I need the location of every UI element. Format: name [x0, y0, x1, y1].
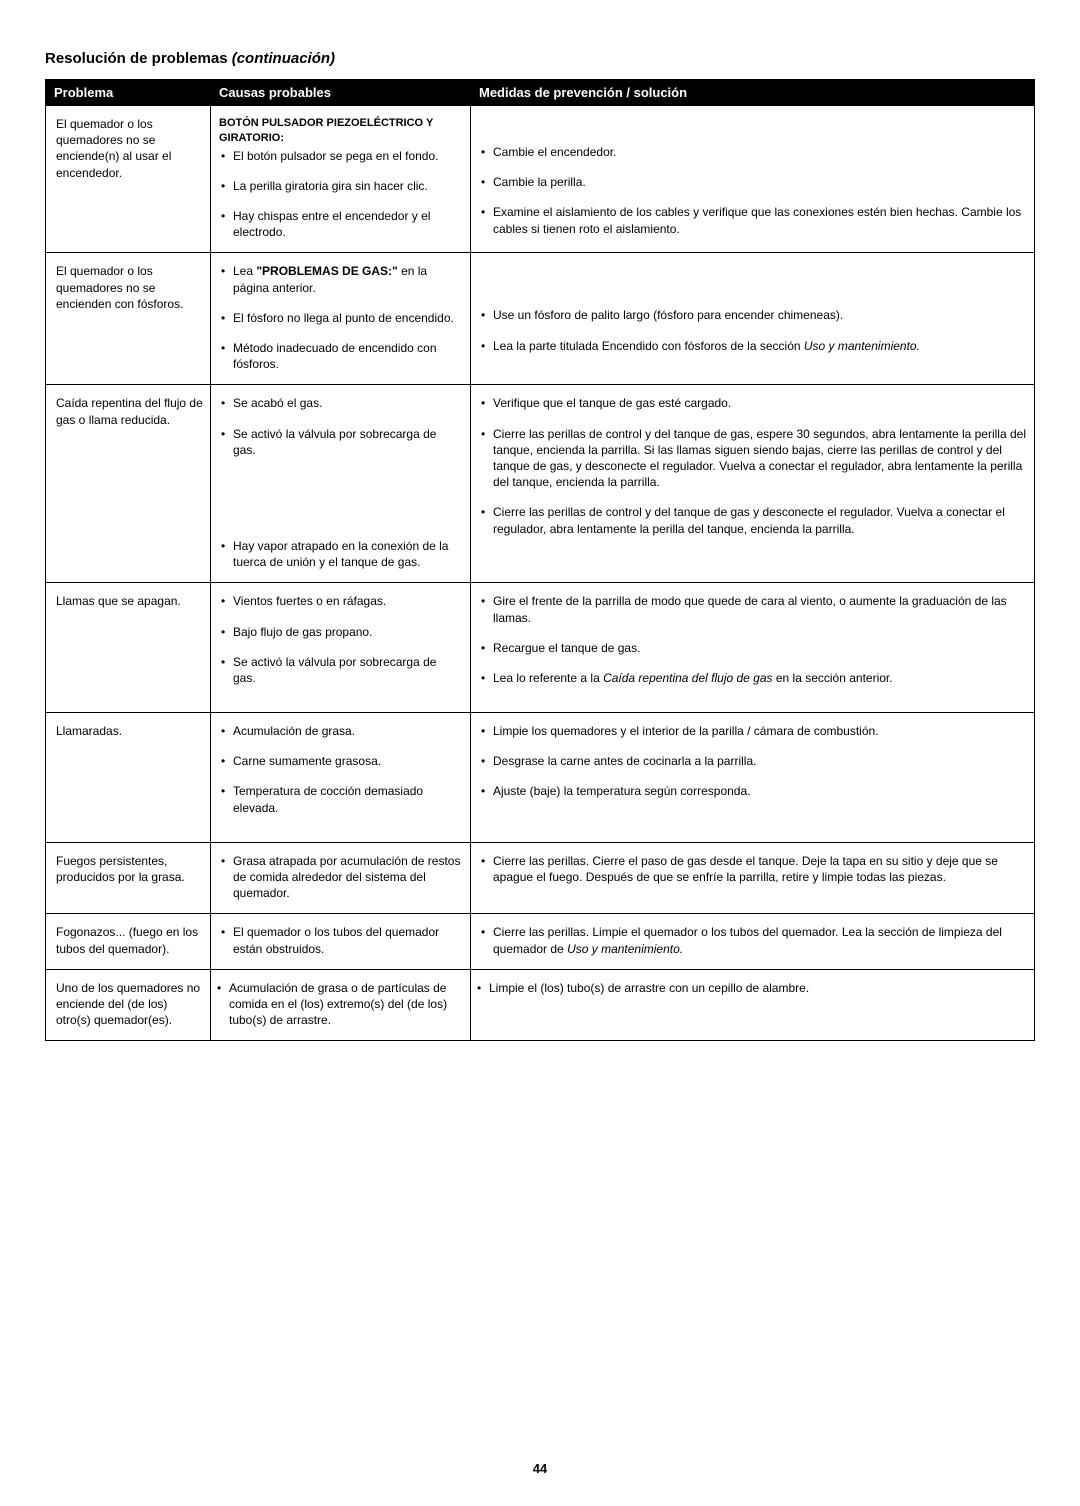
problem-cell: Caída repentina del flujo de gas o llama…: [46, 385, 211, 583]
problem-cell: El quemador o los quemadores no se encie…: [46, 253, 211, 385]
problem-cell: Fuegos persistentes, producidos por la g…: [46, 842, 211, 914]
causes-cell: Lea "PROBLEMAS DE GAS:" en la página ant…: [211, 253, 471, 385]
cause-item: Vientos fuertes o en ráfagas.: [233, 593, 462, 609]
cause-item: Acumulación de grasa o de partículas de …: [229, 980, 462, 1029]
page-title: Resolución de problemas (continuación): [45, 50, 1035, 67]
table-row: Caída repentina del flujo de gas o llama…: [46, 385, 1035, 583]
cause-item: Se activó la válvula por sobrecarga de g…: [233, 654, 462, 686]
solutions-cell: Cierre las perillas. Cierre el paso de g…: [471, 842, 1035, 914]
table-row: Uno de los quemadores no enciende del (d…: [46, 969, 1035, 1041]
cause-item: La perilla giratoria gira sin hacer clic…: [233, 178, 462, 194]
cause-item: Se activó la válvula por sobrecarga de g…: [233, 426, 462, 458]
causes-cell: Acumulación de grasa. Carne sumamente gr…: [211, 713, 471, 843]
causes-cell: Se acabó el gas. Se activó la válvula po…: [211, 385, 471, 583]
problem-cell: Fogonazos... (fuego en los tubos del que…: [46, 914, 211, 969]
cause-item: El botón pulsador se pega en el fondo.: [233, 148, 462, 164]
solutions-cell: Cierre las perillas. Limpie el quemador …: [471, 914, 1035, 969]
causes-cell: Vientos fuertes o en ráfagas. Bajo flujo…: [211, 583, 471, 713]
cause-item: Hay vapor atrapado en la conexión de la …: [233, 538, 462, 570]
problem-cell: Llamaradas.: [46, 713, 211, 843]
table-row: El quemador o los quemadores no se encie…: [46, 253, 1035, 385]
solution-item: Cierre las perillas de control y del tan…: [493, 426, 1026, 491]
solution-item: Cierre las perillas. Limpie el quemador …: [493, 924, 1026, 956]
cause-item: Carne sumamente grasosa.: [233, 753, 462, 769]
cause-item: Acumulación de grasa.: [233, 723, 462, 739]
problem-cell: Uno de los quemadores no enciende del (d…: [46, 969, 211, 1041]
table-row: Fuegos persistentes, producidos por la g…: [46, 842, 1035, 914]
solution-item: Lea la parte titulada Encendido con fósf…: [493, 338, 1026, 354]
causes-cell: BOTÓN PULSADOR PIEZOELÉCTRICO Y GIRATORI…: [211, 106, 471, 253]
col-header-causes: Causas probables: [211, 79, 471, 106]
cause-item: Se acabó el gas.: [233, 395, 462, 411]
col-header-problem: Problema: [46, 79, 211, 106]
troubleshooting-table: Problema Causas probables Medidas de pre…: [45, 79, 1035, 1041]
cause-item: Método inadecuado de encendido con fósfo…: [233, 340, 462, 372]
cause-item: Bajo flujo de gas propano.: [233, 624, 462, 640]
solution-item: Use un fósforo de palito largo (fósforo …: [493, 307, 1026, 323]
solution-item: Limpie el (los) tubo(s) de arrastre con …: [489, 980, 1026, 996]
causes-cell: Grasa atrapada por acumulación de restos…: [211, 842, 471, 914]
solutions-cell: Use un fósforo de palito largo (fósforo …: [471, 253, 1035, 385]
table-row: Llamaradas. Acumulación de grasa. Carne …: [46, 713, 1035, 843]
cause-item: El quemador o los tubos del quemador est…: [233, 924, 462, 956]
problem-cell: El quemador o los quemadores no se encie…: [46, 106, 211, 253]
solution-item: Recargue el tanque de gas.: [493, 640, 1026, 656]
solution-item: Examine el aislamiento de los cables y v…: [493, 204, 1026, 236]
problem-cell: Llamas que se apagan.: [46, 583, 211, 713]
cause-item: El fósforo no llega al punto de encendid…: [233, 310, 462, 326]
solution-item: Desgrase la carne antes de cocinarla a l…: [493, 753, 1026, 769]
solution-item: Lea lo referente a la Caída repentina de…: [493, 670, 1026, 686]
solutions-cell: Limpie los quemadores y el interior de l…: [471, 713, 1035, 843]
page-number: 44: [45, 1461, 1035, 1476]
solution-item: Cambie la perilla.: [493, 174, 1026, 190]
cause-item: Lea "PROBLEMAS DE GAS:" en la página ant…: [233, 263, 462, 295]
solution-item: Cierre las perillas de control y del tan…: [493, 504, 1026, 536]
cause-item: Hay chispas entre el encendedor y el ele…: [233, 208, 462, 240]
solution-item: Limpie los quemadores y el interior de l…: [493, 723, 1026, 739]
cause-item: Temperatura de cocción demasiado elevada…: [233, 783, 462, 815]
solutions-cell: Cambie el encendedor. Cambie la perilla.…: [471, 106, 1035, 253]
table-row: El quemador o los quemadores no se encie…: [46, 106, 1035, 253]
solutions-cell: Verifique que el tanque de gas esté carg…: [471, 385, 1035, 583]
solution-item: Verifique que el tanque de gas esté carg…: [493, 395, 1026, 411]
causes-cell: El quemador o los tubos del quemador est…: [211, 914, 471, 969]
solution-item: Gire el frente de la parrilla de modo qu…: [493, 593, 1026, 625]
solutions-cell: Gire el frente de la parrilla de modo qu…: [471, 583, 1035, 713]
table-row: Fogonazos... (fuego en los tubos del que…: [46, 914, 1035, 969]
causes-cell: Acumulación de grasa o de partículas de …: [211, 969, 471, 1041]
col-header-solutions: Medidas de prevención / solución: [471, 79, 1035, 106]
solution-item: Ajuste (baje) la temperatura según corre…: [493, 783, 1026, 799]
cause-item: Grasa atrapada por acumulación de restos…: [233, 853, 462, 902]
solutions-cell: Limpie el (los) tubo(s) de arrastre con …: [471, 969, 1035, 1041]
causes-subheader: BOTÓN PULSADOR PIEZOELÉCTRICO Y GIRATORI…: [219, 116, 462, 146]
solution-item: Cambie el encendedor.: [493, 144, 1026, 160]
table-row: Llamas que se apagan. Vientos fuertes o …: [46, 583, 1035, 713]
solution-item: Cierre las perillas. Cierre el paso de g…: [493, 853, 1026, 885]
